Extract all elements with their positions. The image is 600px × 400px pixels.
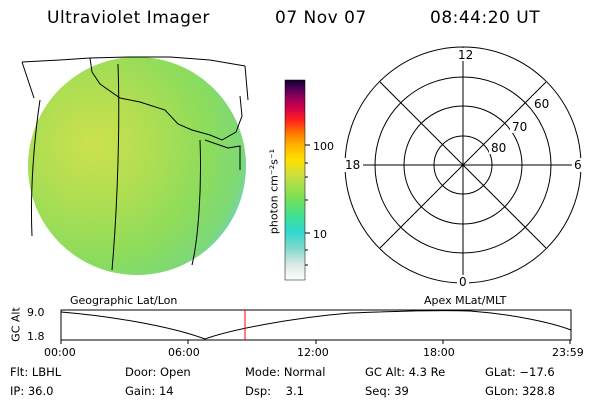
xtick-2359: 23:59	[552, 346, 584, 359]
altitude-plot	[60, 309, 572, 344]
polar-diagonal-2	[379, 81, 547, 249]
time-label: 08:44:20 UT	[430, 8, 541, 28]
altitude-plot-frame	[60, 309, 572, 341]
colorbar: 100 10	[284, 79, 334, 281]
mode-value: Normal	[283, 365, 326, 379]
geographic-label: Geographic Lat/Lon	[70, 294, 178, 307]
glat-value: −17.6	[519, 365, 555, 379]
info-gcalt: GC Alt: 4.3 Re	[365, 365, 446, 379]
lat-label-60: 60	[534, 97, 549, 111]
mlt-label-0: 0	[459, 275, 467, 289]
dsp-value: 3.1	[285, 384, 304, 398]
xtick-0600: 06:00	[168, 346, 200, 359]
xtick-1200: 12:00	[297, 346, 329, 359]
ip-value: 36.0	[27, 384, 54, 398]
earth-disk	[28, 57, 246, 275]
date-label: 07 Nov 07	[275, 8, 367, 28]
colorbar-tick-10: 10	[313, 228, 327, 241]
gcalt-value: 4.3 Re	[408, 365, 446, 379]
door-value: Open	[159, 365, 191, 379]
colorbar-tick-100: 100	[313, 140, 334, 153]
mlt-label-12: 12	[458, 48, 473, 62]
altitude-ytick-min: 1.8	[27, 330, 45, 343]
instrument-title: Ultraviolet Imager	[47, 8, 210, 28]
xtick-0000: 00:00	[44, 346, 76, 359]
info-gain: Gain: 14	[125, 384, 174, 398]
xtick-1800: 18:00	[423, 346, 455, 359]
info-glon: GLon: 328.8	[485, 384, 555, 398]
seq-value: 39	[394, 384, 409, 398]
colorbar-gradient	[284, 79, 306, 281]
info-mode: Mode: Normal	[245, 365, 326, 379]
flt-value: LBHL	[31, 365, 62, 379]
colorbar-unit-label: photon cm⁻²s⁻¹	[267, 148, 281, 235]
info-door: Door: Open	[125, 365, 191, 379]
altitude-ytick-max: 9.0	[27, 306, 45, 319]
glon-value: 328.8	[521, 384, 555, 398]
geo-grid	[21, 56, 249, 271]
gain-value: 14	[158, 384, 174, 398]
mlt-label-18: 18	[345, 158, 360, 172]
info-ip: IP: 36.0	[10, 384, 54, 398]
lat-label-70: 70	[512, 120, 527, 134]
polar-plot: 12 18 6 0 60 70 80	[343, 46, 584, 289]
mlt-label-6: 6	[574, 158, 582, 172]
apex-label: Apex MLat/MLT	[424, 294, 507, 307]
altitude-curve	[60, 310, 572, 340]
lat-label-80: 80	[491, 141, 506, 155]
colorbar-ticks	[305, 144, 310, 266]
info-glat: GLat: −17.6	[485, 365, 555, 379]
info-dsp: Dsp: 3.1	[245, 384, 304, 398]
info-seq: Seq: 39	[365, 384, 409, 398]
info-flt: Flt: LBHL	[10, 365, 62, 379]
altitude-ylabel: GC Alt	[9, 307, 23, 342]
